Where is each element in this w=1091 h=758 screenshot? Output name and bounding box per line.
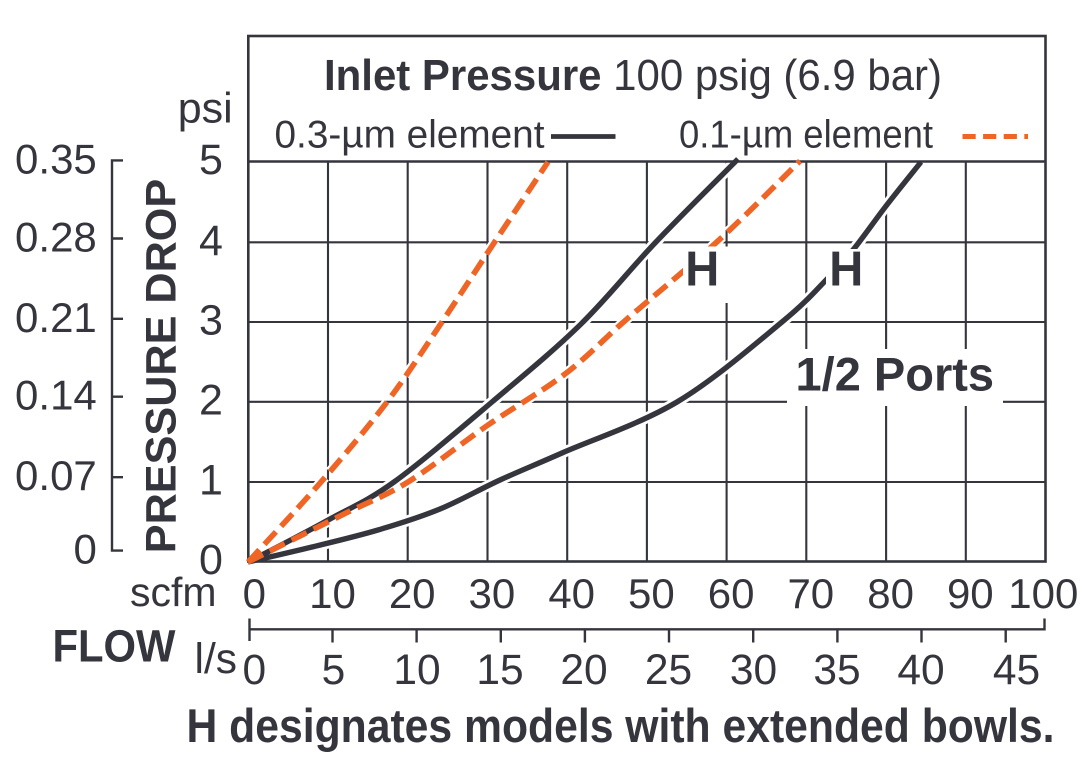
svg-text:30: 30 — [469, 570, 516, 617]
svg-text:60: 60 — [708, 570, 755, 617]
svg-text:0.35: 0.35 — [15, 135, 97, 182]
svg-text:40: 40 — [897, 647, 944, 694]
svg-text:0.14: 0.14 — [15, 372, 97, 419]
svg-text:5: 5 — [199, 136, 223, 184]
svg-text:3: 3 — [199, 297, 223, 345]
svg-text:PRESSURE DROP: PRESSURE DROP — [138, 179, 186, 553]
svg-text:0: 0 — [73, 526, 96, 573]
svg-text:35: 35 — [813, 647, 860, 694]
svg-text:10: 10 — [309, 570, 356, 617]
svg-text:100: 100 — [1008, 570, 1078, 617]
svg-text:80: 80 — [867, 570, 914, 617]
svg-text:10: 10 — [393, 647, 440, 694]
svg-text:psi: psi — [178, 85, 233, 133]
svg-text:Inlet Pressure 100 psig (6.9 b: Inlet Pressure 100 psig (6.9 bar) — [324, 51, 942, 100]
svg-text:25: 25 — [645, 647, 692, 694]
svg-text:FLOW: FLOW — [53, 620, 176, 671]
svg-text:0: 0 — [243, 570, 266, 617]
svg-text:0.1-µm element: 0.1-µm element — [679, 114, 933, 157]
svg-text:15: 15 — [476, 647, 523, 694]
svg-text:0: 0 — [242, 647, 266, 694]
svg-text:1: 1 — [199, 457, 223, 505]
svg-text:H: H — [685, 242, 719, 296]
svg-text:50: 50 — [628, 570, 675, 617]
svg-text:90: 90 — [947, 570, 994, 617]
svg-text:30: 30 — [730, 647, 777, 694]
svg-text:4: 4 — [199, 217, 223, 265]
svg-text:45: 45 — [993, 647, 1040, 694]
svg-text:0.28: 0.28 — [15, 214, 97, 261]
svg-text:5: 5 — [322, 647, 346, 694]
svg-text:scfm: scfm — [130, 569, 217, 615]
svg-text:1/2 Ports: 1/2 Ports — [796, 348, 995, 401]
svg-text:0.21: 0.21 — [15, 294, 97, 341]
svg-text:20: 20 — [389, 570, 436, 617]
svg-text:20: 20 — [560, 647, 607, 694]
svg-text:40: 40 — [548, 570, 595, 617]
svg-text:l/s: l/s — [195, 636, 238, 683]
svg-text:0: 0 — [199, 536, 223, 584]
svg-text:2: 2 — [199, 376, 223, 424]
svg-text:H designates models with exten: H designates models with extended bowls. — [187, 699, 1055, 752]
svg-text:H: H — [829, 242, 863, 296]
svg-text:70: 70 — [787, 570, 834, 617]
svg-text:0.07: 0.07 — [15, 452, 97, 499]
svg-text:0.3-µm element: 0.3-µm element — [275, 114, 545, 157]
